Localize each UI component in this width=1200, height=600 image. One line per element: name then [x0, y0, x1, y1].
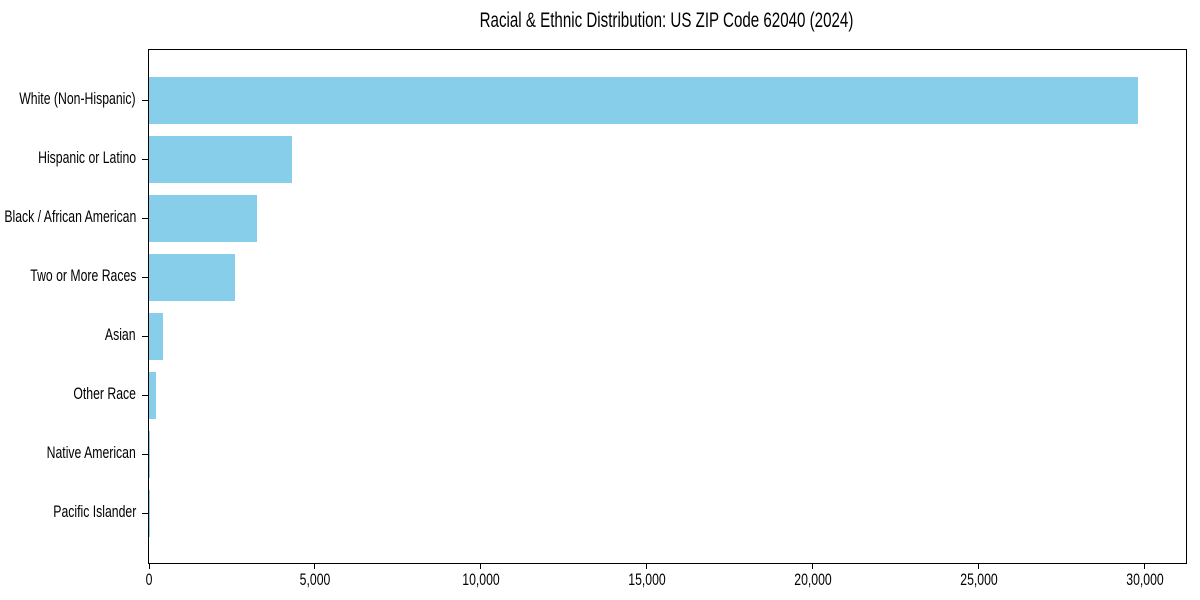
bar: [149, 430, 150, 478]
x-tick-label: 25,000: [959, 570, 998, 589]
x-tick-mark: [314, 563, 316, 569]
y-tick-label: Pacific Islander: [52, 502, 136, 521]
x-tick-label: 5,000: [299, 570, 331, 589]
x-tick-mark: [1144, 563, 1146, 569]
bar: [149, 76, 1139, 124]
y-tick-mark: [142, 335, 148, 337]
y-tick-label: Black / African American: [4, 207, 136, 226]
y-tick-mark: [142, 512, 148, 514]
x-tick-mark: [148, 563, 150, 569]
plot-area: 0 5,000 10,000 15,000 20,000 25,000 30,000: [142, 49, 1187, 589]
bar: [149, 253, 235, 301]
y-tick-label: White (Non-Hispanic): [19, 89, 136, 108]
x-tick-mark: [812, 563, 814, 569]
x-tick-label: 15,000: [628, 570, 666, 589]
x-tick-label: 20,000: [793, 570, 832, 589]
bar: [149, 312, 163, 360]
x-tick-label: 0: [145, 570, 153, 589]
bar: [149, 371, 156, 419]
y-tick-label: Hispanic or Latino: [38, 148, 136, 167]
y-tick-mark: [142, 453, 148, 455]
y-tick-mark: [142, 217, 148, 219]
chart-title: Racial & Ethnic Distribution: US ZIP Cod…: [479, 9, 854, 32]
y-tick-label: Two or More Races: [29, 266, 136, 285]
x-tick-label: 30,000: [1125, 570, 1164, 589]
x-tick-mark: [480, 563, 482, 569]
x-tick-label: 10,000: [462, 570, 500, 589]
y-tick-mark: [142, 99, 148, 101]
y-tick-label: Asian: [105, 325, 136, 344]
y-tick-label: Other Race: [73, 384, 136, 403]
y-tick-label: Native American: [46, 443, 136, 462]
bar: [149, 135, 293, 183]
x-tick-mark: [978, 563, 980, 569]
x-tick-mark: [646, 563, 648, 569]
y-tick-mark: [142, 276, 148, 278]
y-tick-mark: [142, 394, 148, 396]
y-axis-labels: White (Non-Hispanic) Hispanic or Latino Bl…: [0, 49, 148, 562]
bar: [149, 194, 257, 242]
y-tick-mark: [142, 158, 148, 160]
